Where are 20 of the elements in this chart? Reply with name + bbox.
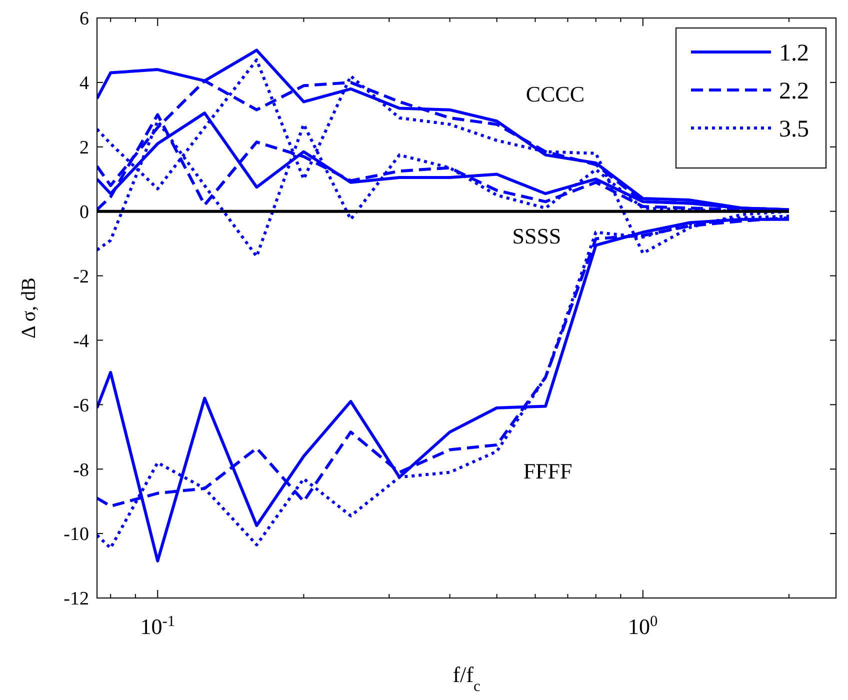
annotation: FFFF [523, 458, 572, 484]
legend-label: 3.5 [779, 116, 809, 142]
y-tick-label: 0 [80, 202, 89, 223]
annotation: CCCC [526, 81, 585, 106]
legend-label: 2.2 [779, 78, 809, 104]
y-axis-title: Δ σ, dB [18, 278, 40, 338]
x-axis-title: f/f$_{c}$ [452, 662, 480, 694]
y-tick-label: -8 [73, 460, 89, 481]
y-tick-label: -10 [64, 524, 89, 546]
y-tick-label: -2 [73, 266, 89, 288]
legend-label: 1.2 [779, 40, 809, 66]
x-tick-label: 10$^{-1}$ [140, 612, 176, 639]
y-tick-label: 4 [80, 73, 90, 94]
y-tick-label: 6 [80, 8, 89, 30]
y-tick-label: -12 [64, 588, 89, 610]
x-tick-label: 10$^{0}$ [628, 612, 658, 639]
y-tick-label: -6 [73, 395, 89, 416]
y-tick-label: 2 [80, 138, 89, 159]
ref-line-label: SSSS [512, 223, 562, 248]
y-tick-label: -4 [73, 330, 90, 352]
